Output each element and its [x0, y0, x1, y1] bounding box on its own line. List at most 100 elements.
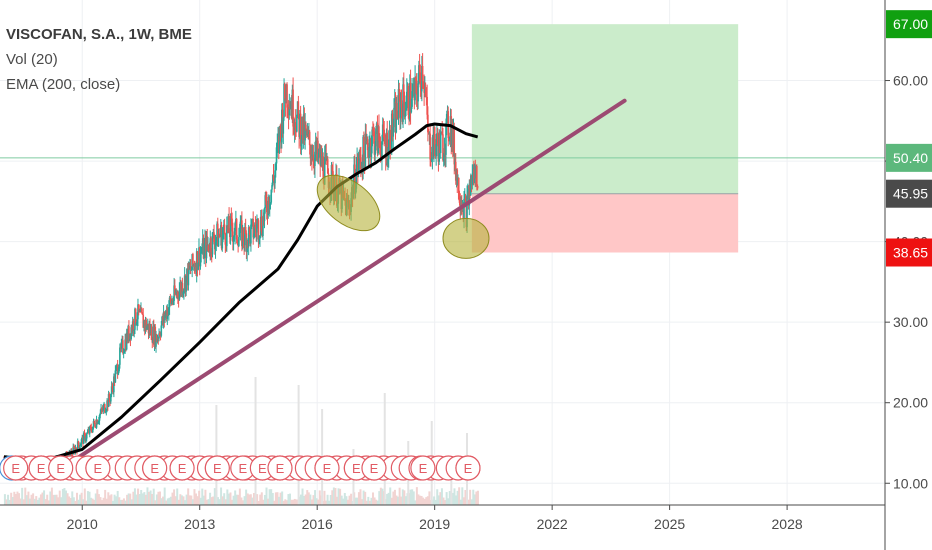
candle-up [364, 133, 367, 170]
candle-down [363, 136, 365, 154]
volume-bar [141, 493, 144, 505]
candle-down [89, 426, 92, 428]
volume-indicator-label[interactable]: Vol (20) [6, 51, 58, 68]
volume-bar [74, 500, 77, 505]
candle-down [441, 132, 443, 135]
candle-down [177, 291, 179, 297]
drawings[interactable] [76, 98, 627, 460]
volume-bar [124, 500, 127, 505]
volume-bar [126, 494, 129, 505]
volume-bar [425, 497, 428, 505]
candle-up [253, 233, 255, 238]
volume-bar [440, 488, 443, 505]
volume-bar [303, 495, 306, 505]
candles[interactable] [3, 53, 479, 481]
volume-bar [381, 488, 384, 505]
candle-down [75, 447, 78, 449]
candle-down [418, 65, 421, 73]
candle-down [386, 132, 389, 164]
volume-bar [317, 499, 320, 505]
volume-bar [331, 490, 334, 505]
candle-up [397, 88, 400, 119]
candle-down [268, 196, 270, 209]
volume-bar [66, 493, 69, 505]
candle-down [372, 130, 375, 132]
candle-down [84, 433, 87, 441]
candle-down [365, 133, 367, 142]
volume-bar [116, 490, 119, 505]
ema-indicator-label[interactable]: EMA (200, close) [6, 76, 121, 93]
candle-up [178, 290, 181, 300]
volume-bar [436, 489, 439, 505]
candle-down [400, 100, 403, 108]
candle-up [146, 326, 148, 330]
candle-up [410, 106, 413, 113]
volume-bar [270, 489, 273, 505]
candle-down [317, 140, 319, 158]
volume-bar [357, 492, 360, 505]
volume-bar [158, 491, 161, 505]
volume-bar [90, 497, 93, 505]
volume-bar [166, 498, 169, 505]
volume-bar [204, 489, 207, 505]
volume-spike [254, 377, 257, 505]
volume-bar [96, 489, 99, 505]
volume-bar [86, 491, 89, 505]
volume-bar [246, 493, 249, 505]
candle-down [228, 216, 230, 233]
price-badge-label: 38.65 [893, 245, 928, 261]
candle-up [283, 83, 285, 118]
candle-down [128, 326, 130, 341]
candle-down [427, 114, 429, 133]
volume-bar [469, 489, 472, 505]
volume-bar [439, 492, 442, 505]
volume-bar [362, 490, 365, 505]
volume-bar [437, 495, 440, 505]
ema-line [3, 122, 479, 463]
candle-up [263, 208, 266, 222]
volume-bar [47, 500, 50, 505]
volume-bar [68, 496, 71, 505]
symbol-label[interactable]: VISCOFAN, S.A., 1W, BME [6, 26, 192, 43]
earnings-label: E [178, 461, 187, 476]
candle-up [304, 124, 306, 141]
earnings-label: E [419, 461, 428, 476]
volume-bar [340, 495, 343, 505]
candle-down [433, 127, 436, 145]
candle-up [238, 233, 241, 238]
volume-bar [346, 499, 349, 505]
volume-spike [215, 405, 218, 505]
candle-down [157, 338, 160, 340]
candle-up [79, 444, 82, 446]
volume-bar [403, 490, 406, 505]
candle-down [150, 326, 153, 341]
volume-bar [242, 500, 245, 505]
candle-down [294, 122, 297, 129]
volume-bar [184, 500, 187, 505]
earnings-marker [85, 455, 111, 481]
volume-bar [55, 494, 58, 505]
volume-bar [118, 497, 121, 505]
volume-bar [370, 497, 373, 505]
candle-up [97, 421, 99, 425]
candle-down [305, 124, 307, 129]
candle-down [299, 113, 302, 147]
candle-up [217, 234, 220, 247]
candle-up [262, 215, 264, 237]
volume-bar [140, 489, 143, 505]
candle-up [222, 230, 224, 235]
volume-bar [93, 499, 96, 505]
candle-up [135, 323, 138, 325]
volume-bar [342, 498, 345, 505]
volume-bar [257, 500, 260, 505]
candle-up [296, 114, 298, 132]
volume-bar [44, 499, 47, 505]
volume-bar [238, 488, 241, 505]
volume-bar [293, 498, 296, 505]
candle-down [372, 129, 374, 131]
highlight-ellipse [316, 174, 381, 232]
candle-up [168, 307, 170, 316]
volume-bar [412, 491, 415, 505]
